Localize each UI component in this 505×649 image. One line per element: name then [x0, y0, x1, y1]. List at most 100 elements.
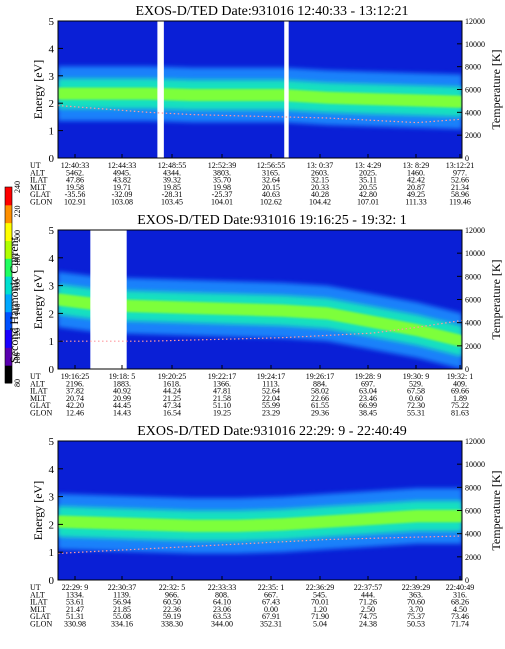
- band-core: [58, 509, 462, 532]
- ephemeris-cell: 67.58: [407, 387, 425, 396]
- ephemeris-cell: 20.87: [407, 183, 425, 192]
- ephemeris-row-label: ALT: [30, 379, 45, 388]
- ephemeris-cell: 49.25: [407, 190, 425, 199]
- ephemeris-row-label: GLON: [30, 620, 52, 629]
- y2-tick-label: 4000: [465, 530, 481, 539]
- ephemeris-cell: 42.20: [66, 401, 84, 410]
- y-axis-label: Energy [eV]: [31, 60, 45, 119]
- ephemeris-cell: 50.53: [407, 620, 425, 629]
- y-tick-label: 2: [49, 308, 55, 320]
- ephemeris-cell: 12:44:33: [108, 161, 136, 170]
- y-tick-label: 5: [49, 225, 55, 237]
- colorbar-cell: [5, 258, 12, 277]
- ephemeris-cell: 12:56:55: [257, 161, 285, 170]
- colorbar-cell: [5, 240, 12, 259]
- ephemeris-cell: 977.: [453, 168, 467, 177]
- colorbar-tick-label: 80: [13, 379, 22, 387]
- ephemeris-cell: 40.63: [262, 190, 280, 199]
- ephemeris-cell: 330.98: [64, 620, 86, 629]
- ephemeris-cell: 103.45: [161, 198, 183, 207]
- ephemeris-cell: 63.04: [359, 387, 377, 396]
- ephemeris-cell: 12:52:39: [208, 161, 236, 170]
- ephemeris-cell: 20.99: [113, 394, 131, 403]
- y-tick-label: 1: [49, 547, 55, 559]
- spectrogram-image: [58, 21, 462, 158]
- ephemeris-cell: -28.31: [162, 190, 183, 199]
- ephemeris-cell: 13:12:21: [446, 161, 474, 170]
- y2-tick-label: 2000: [465, 342, 481, 351]
- ephemeris-cell: 22:32: 5: [159, 583, 185, 592]
- ephemeris-cell: 38.45: [359, 409, 377, 418]
- colorbar-tick-label: 220: [13, 206, 22, 218]
- ephemeris-cell: 21.34: [451, 183, 469, 192]
- ephemeris-cell: 1113.: [262, 379, 279, 388]
- ephemeris-cell: 20.55: [359, 183, 377, 192]
- panel-title: EXOS-D/TED Date:931016 22:29: 9 - 22:40:…: [137, 424, 406, 439]
- ephemeris-cell: 47.34: [163, 401, 181, 410]
- ephemeris-cell: -25.37: [212, 190, 233, 199]
- spectrogram-panel-2: EXOS-D/TED Date:931016 19:16:25 - 19:32:…: [30, 213, 503, 418]
- ephemeris-cell: 667.: [264, 590, 278, 599]
- colorbar-cell: [5, 276, 12, 295]
- data-gap: [90, 230, 127, 369]
- y-tick-label: 1: [49, 336, 55, 348]
- y-tick-label: 1: [49, 126, 55, 138]
- y2-axis-label: Temperature [K]: [489, 470, 503, 550]
- y2-tick-label: 4000: [465, 108, 481, 117]
- ephemeris-cell: 22:39:29: [402, 583, 430, 592]
- temperature-trace: [58, 535, 462, 554]
- ephemeris-cell: 42.42: [407, 176, 425, 185]
- colorbar-tick-label: 100: [13, 353, 22, 365]
- ephemeris-cell: 19:18: 5: [109, 372, 135, 381]
- ephemeris-cell: 19.58: [66, 183, 84, 192]
- ephemeris-cell: 5.04: [313, 620, 327, 629]
- ephemeris-cell: 73.46: [451, 612, 469, 621]
- y-tick-label: 0: [49, 153, 55, 165]
- ephemeris-row-label: ALT: [30, 168, 45, 177]
- ephemeris-cell: 71.74: [451, 620, 469, 629]
- y-tick-label: 0: [49, 364, 55, 376]
- y-tick-label: 4: [49, 464, 55, 476]
- ephemeris-cell: 68.26: [451, 598, 469, 607]
- ephemeris-cell: 0.60: [409, 394, 423, 403]
- y-tick-label: 5: [49, 436, 55, 448]
- ephemeris-cell: 47.86: [66, 176, 84, 185]
- ephemeris-cell: 316.: [453, 590, 467, 599]
- ephemeris-cell: 43.82: [113, 176, 131, 185]
- data-gap: [284, 21, 289, 158]
- ephemeris-cell: 20.33: [311, 183, 329, 192]
- ephemeris-cell: 20.74: [66, 394, 84, 403]
- ephemeris-row-label: GLON: [30, 198, 52, 207]
- ephemeris-cell: 19:30: 9: [403, 372, 429, 381]
- ephemeris-cell: 1.89: [453, 394, 467, 403]
- ephemeris-cell: 2025.: [359, 168, 377, 177]
- ephemeris-cell: 21.85: [113, 605, 131, 614]
- ephemeris-cell: 409.: [453, 379, 467, 388]
- ephemeris-row-label: MLT: [30, 183, 46, 192]
- ephemeris-cell: 55.99: [262, 401, 280, 410]
- ephemeris-cell: 808.: [215, 590, 229, 599]
- ephemeris-cell: 35.11: [359, 176, 377, 185]
- y2-tick-label: 6000: [465, 86, 481, 95]
- y2-tick-label: 8000: [465, 272, 481, 281]
- ephemeris-cell: 334.16: [111, 620, 133, 629]
- y2-tick-label: 12000: [465, 226, 485, 235]
- colorbar-cell: [5, 187, 12, 206]
- ephemeris-cell: 4.50: [453, 605, 467, 614]
- ephemeris-cell: 58.96: [451, 190, 469, 199]
- ephemeris-row-label: GLON: [30, 409, 52, 418]
- ephemeris-row-label: GLAT: [30, 401, 51, 410]
- ephemeris-cell: 12:40:33: [61, 161, 89, 170]
- y-tick-label: 3: [49, 281, 55, 293]
- ephemeris-cell: -32.09: [112, 190, 133, 199]
- ephemeris-cell: 1883.: [113, 379, 131, 388]
- spectrogram-image: [58, 230, 462, 369]
- ephemeris-cell: 0.00: [264, 605, 278, 614]
- ephemeris-cell: 363.: [409, 590, 423, 599]
- y2-tick-label: 6000: [465, 296, 481, 305]
- temperature-trace: [58, 319, 462, 342]
- y2-tick-label: 12000: [465, 17, 485, 26]
- ephemeris-cell: 23.46: [359, 394, 377, 403]
- ephemeris-cell: 32.64: [262, 176, 280, 185]
- ephemeris-cell: 13: 4:29: [355, 161, 381, 170]
